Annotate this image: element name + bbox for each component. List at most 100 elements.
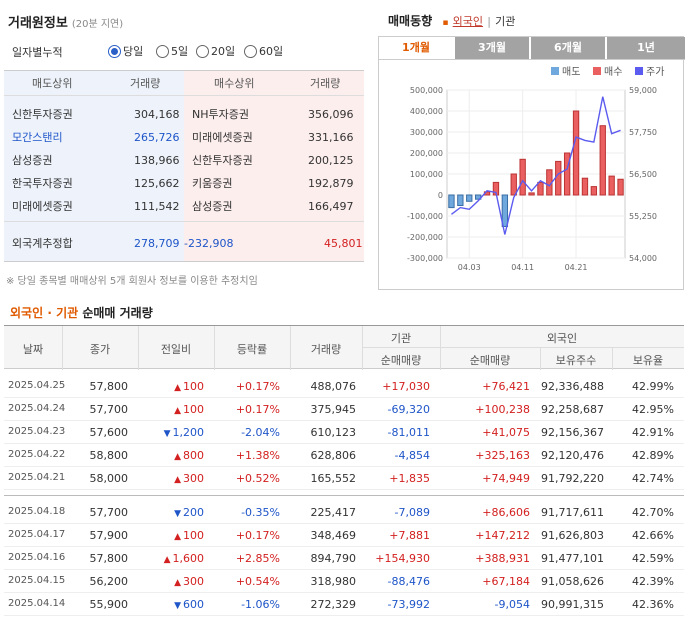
buy-broker-name[interactable]: 미래에셋증권 bbox=[192, 131, 253, 144]
radio-60day[interactable]: 60일 bbox=[244, 43, 283, 59]
buy-bar bbox=[519, 158, 526, 196]
radio-label: 20일 bbox=[211, 45, 236, 58]
radio-label: 5일 bbox=[171, 45, 189, 58]
cell-date: 2025.04.15 bbox=[8, 575, 66, 586]
buy-bar bbox=[599, 125, 606, 196]
header-change: 전일비 bbox=[160, 343, 192, 356]
buy-bar bbox=[572, 110, 580, 196]
tab-1month[interactable]: 1개월 bbox=[379, 37, 454, 59]
table-row: 2025.04.24 57,700 ▲ 100 +0.17% 375,945 -69,320… bbox=[4, 398, 684, 421]
table-row: 2025.04.22 58,800 ▲ 800 +1.38% 628,806 -4,854 +… bbox=[4, 444, 684, 467]
cell-volume: 225,417 bbox=[310, 506, 357, 519]
divider bbox=[4, 221, 364, 222]
cell-volume: 272,329 bbox=[310, 598, 357, 611]
cell-volume: 610,123 bbox=[310, 426, 357, 439]
cell-close: 57,700 bbox=[89, 506, 129, 519]
sell-volume: 265,726 bbox=[134, 131, 180, 144]
cell-ratio: 42.59% bbox=[632, 552, 674, 565]
sell-broker-name[interactable]: 삼성증권 bbox=[12, 154, 53, 167]
change-value: 100 bbox=[183, 380, 204, 393]
tab-1year[interactable]: 1년 bbox=[607, 37, 685, 59]
sell-bar bbox=[448, 194, 455, 209]
change-value: 300 bbox=[183, 472, 204, 485]
row-divider bbox=[4, 443, 684, 444]
radio-dot[interactable] bbox=[156, 44, 169, 58]
buy-broker-name[interactable]: 신한투자증권 bbox=[192, 154, 253, 167]
y-tick-label: 200,000 bbox=[410, 149, 443, 158]
option-foreign[interactable]: 외국인 bbox=[452, 15, 484, 28]
radio-dot[interactable] bbox=[196, 44, 209, 58]
radio-5day[interactable]: 5일 bbox=[156, 43, 188, 59]
buy-broker-name[interactable]: 키움증권 bbox=[192, 177, 233, 190]
foreign-sell-total: 278,709 bbox=[134, 237, 180, 250]
sell-broker-name[interactable]: 미래에셋증권 bbox=[12, 200, 73, 213]
table-row: 2025.04.16 57,800 ▲ 1,600 +2.85% 894,790 +154,… bbox=[4, 547, 684, 570]
buy-bar bbox=[608, 175, 615, 196]
buy-broker-name[interactable]: 삼성증권 bbox=[192, 200, 233, 213]
tab-6month[interactable]: 6개월 bbox=[531, 37, 606, 59]
cell-ratio: 42.99% bbox=[632, 380, 674, 393]
price-tick-label: 59,000 bbox=[629, 86, 657, 95]
buy-bar bbox=[537, 181, 544, 196]
option-divider: | bbox=[487, 15, 491, 28]
cell-date: 2025.04.25 bbox=[8, 380, 66, 391]
cell-change: ▲ 100 bbox=[138, 529, 204, 542]
up-triangle-icon: ▲ bbox=[174, 578, 181, 588]
sell-column bbox=[4, 71, 184, 261]
cell-ratio: 42.95% bbox=[632, 403, 674, 416]
radio-label: 당일 bbox=[123, 45, 144, 58]
buy-broker-name[interactable]: NH투자증권 bbox=[192, 108, 249, 121]
sell-broker-name[interactable]: 한국투자증권 bbox=[12, 177, 73, 190]
row-divider bbox=[4, 397, 684, 398]
radio-20day[interactable]: 20일 bbox=[196, 43, 235, 59]
cell-volume: 375,945 bbox=[310, 403, 357, 416]
cell-foreign: +388,931 bbox=[475, 552, 530, 565]
broker-table: 매도상위 거래량 매수상위 거래량 신한투자증권 304,168 모간스탠리 2… bbox=[4, 70, 364, 262]
title-rest: 순매매 거래량 bbox=[82, 306, 153, 320]
radio-dot[interactable] bbox=[244, 44, 257, 58]
chart-box: 1개월 3개월 6개월 1년 매도 매수 주가 500,000 400,000 300,0… bbox=[378, 36, 685, 290]
sell-broker-name[interactable]: 신한투자증권 bbox=[12, 108, 73, 121]
cell-foreign: +67,184 bbox=[482, 575, 530, 588]
table-row: 2025.04.17 57,900 ▲ 100 +0.17% 348,469 +7,881 +… bbox=[4, 524, 684, 547]
tab-3month[interactable]: 3개월 bbox=[455, 37, 530, 59]
cell-foreign: +86,606 bbox=[482, 506, 530, 519]
cell-rate: +1.38% bbox=[235, 449, 280, 462]
header-foreign-net: 순매매량 bbox=[469, 354, 511, 367]
row-divider bbox=[4, 489, 684, 490]
sell-bar bbox=[501, 194, 509, 227]
sell-broker-name[interactable]: 모간스탠리 bbox=[12, 131, 63, 144]
row-divider bbox=[4, 615, 684, 616]
cell-inst: -73,992 bbox=[387, 598, 430, 611]
cell-date: 2025.04.16 bbox=[8, 552, 66, 563]
cell-foreign: -9,054 bbox=[494, 598, 530, 611]
cell-inst: -88,476 bbox=[387, 575, 430, 588]
y-tick-label: 0 bbox=[438, 191, 443, 200]
cell-date: 2025.04.24 bbox=[8, 403, 66, 414]
y-tick-label: 300,000 bbox=[410, 128, 443, 137]
row-divider bbox=[4, 592, 684, 593]
cell-inst: -4,854 bbox=[394, 449, 430, 462]
cell-ratio: 42.66% bbox=[632, 529, 674, 542]
cell-date: 2025.04.18 bbox=[8, 506, 66, 517]
radio-dot[interactable] bbox=[108, 44, 121, 58]
radio-today[interactable]: 당일 bbox=[108, 43, 143, 59]
header-close: 종가 bbox=[89, 343, 111, 356]
foreign-net-total: -232,908 bbox=[184, 237, 234, 250]
y-tick-label: 400,000 bbox=[410, 107, 443, 116]
buy-volume: 356,096 bbox=[308, 108, 354, 121]
legend-swatch bbox=[551, 67, 559, 75]
group-divider bbox=[4, 495, 684, 496]
cell-rate: +0.17% bbox=[235, 403, 280, 416]
up-triangle-icon: ▲ bbox=[174, 532, 181, 542]
row-divider bbox=[4, 523, 684, 524]
chart-title-text: 매매동향 bbox=[388, 14, 433, 28]
header-sell-broker: 매도상위 bbox=[32, 77, 73, 90]
period-tabs: 1개월 3개월 6개월 1년 bbox=[379, 37, 685, 60]
y-tick-label: 100,000 bbox=[410, 170, 443, 179]
option-institution[interactable]: 기관 bbox=[495, 15, 516, 28]
table-header: 날짜 종가 전일비 등락률 거래량 기관 순매매량 외국인 순매매량 보유주수 … bbox=[4, 325, 684, 370]
buy-bar bbox=[528, 192, 535, 196]
cell-ratio: 42.39% bbox=[632, 575, 674, 588]
estimate-note: ※ 당일 종목별 매매상위 5개 회원사 정보를 이용한 추정치임 bbox=[6, 276, 258, 287]
